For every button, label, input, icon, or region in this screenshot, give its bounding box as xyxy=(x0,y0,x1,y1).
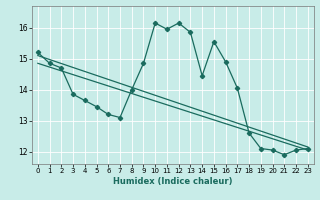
X-axis label: Humidex (Indice chaleur): Humidex (Indice chaleur) xyxy=(113,177,233,186)
